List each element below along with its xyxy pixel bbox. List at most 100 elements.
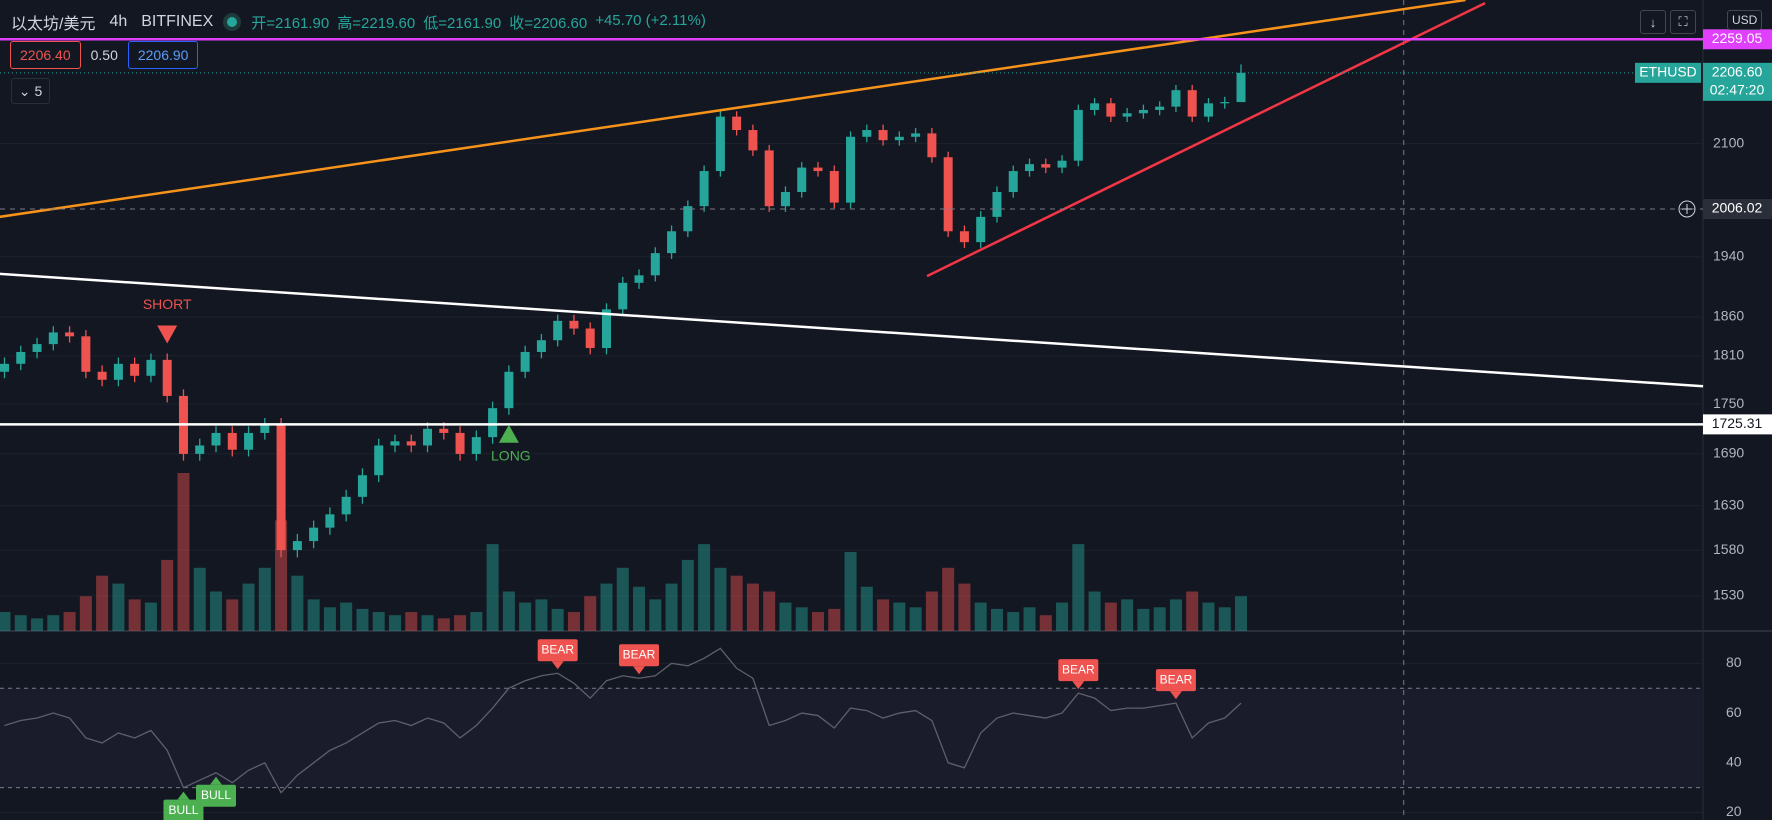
volume-bar xyxy=(323,607,336,631)
signal-label: SHORT xyxy=(143,296,192,312)
candle-body xyxy=(439,428,449,433)
candle-body xyxy=(97,371,107,380)
rsi-label-box xyxy=(196,784,237,807)
candle-body xyxy=(1106,103,1116,117)
candle-body xyxy=(374,445,384,476)
interval[interactable]: 4h xyxy=(109,13,128,30)
candle-body xyxy=(667,231,677,254)
candle-body xyxy=(309,527,319,542)
volume-bar xyxy=(79,596,92,631)
trendline xyxy=(0,0,1466,219)
candle-body xyxy=(992,192,1002,217)
candle-body xyxy=(927,133,937,158)
volume-bar xyxy=(47,615,60,631)
candle-body xyxy=(1090,103,1100,110)
candle-body xyxy=(976,216,986,243)
candle-body xyxy=(146,359,156,376)
y-tick-label: 1810 xyxy=(1713,347,1744,363)
candle-body xyxy=(846,136,856,203)
volume-bar xyxy=(96,575,109,631)
volume-bar xyxy=(779,602,792,631)
rsi-label-tip xyxy=(210,776,223,785)
status-dot xyxy=(227,17,238,27)
volume-bar xyxy=(470,612,483,631)
volume-bar xyxy=(942,567,955,631)
volume-bar xyxy=(551,608,564,631)
download-button[interactable]: ↓ xyxy=(1640,10,1666,34)
volume-bar xyxy=(486,544,499,631)
rsi-label: BEAR xyxy=(541,642,574,656)
candle-body xyxy=(390,441,400,446)
volume-bar xyxy=(795,607,808,631)
volume-bar xyxy=(746,583,759,631)
candle-body xyxy=(959,231,969,243)
volume-bar xyxy=(893,602,906,631)
fullscreen-button[interactable]: ⛶ xyxy=(1670,10,1696,34)
ohlc-high: 高=2219.60 xyxy=(337,14,416,32)
volume-bar xyxy=(1056,602,1069,631)
volume-bar xyxy=(681,559,694,631)
indicator-toggle[interactable]: ⌄ 5 xyxy=(11,78,50,104)
symbol[interactable]: 以太坊/美元 xyxy=(11,16,96,33)
volume-bar xyxy=(616,567,629,631)
candle-body xyxy=(227,432,237,450)
volume-bar xyxy=(421,615,434,631)
volume-bar xyxy=(925,591,938,631)
candle-body xyxy=(911,133,921,137)
symbol-tag-label: ETHUSD xyxy=(1639,64,1697,80)
volume-bar xyxy=(63,612,76,631)
candle-body xyxy=(162,359,172,396)
sell-button[interactable]: 2206.40 xyxy=(10,41,81,69)
candle-body xyxy=(797,167,807,193)
candle-body xyxy=(1025,164,1035,172)
y-tick-label: 1580 xyxy=(1713,541,1744,557)
rsi-label-box xyxy=(1058,659,1099,682)
rsi-label-tip xyxy=(1072,681,1085,690)
ohlc-open: 开=2161.90 xyxy=(251,14,330,32)
ohlc: 开=2161.90 高=2219.60 低=2161.90 收=2206.60 … xyxy=(251,12,706,33)
candle-body xyxy=(1008,171,1018,193)
rsi-label-box xyxy=(1155,669,1196,692)
candle-body xyxy=(829,171,839,203)
volume-bar xyxy=(193,567,206,631)
volume-bar xyxy=(372,612,385,631)
volume-bar xyxy=(1202,602,1215,631)
candle-body xyxy=(244,432,254,450)
candle-body xyxy=(732,116,742,131)
volume-bar xyxy=(1121,599,1134,631)
rsi-label-tip xyxy=(1169,691,1182,700)
candle-body xyxy=(1236,72,1246,103)
volume-bar xyxy=(128,599,141,631)
volume-bar xyxy=(633,586,646,631)
candle-body xyxy=(520,351,530,372)
level-tag xyxy=(1703,29,1772,50)
currency-button[interactable]: USD xyxy=(1727,10,1763,30)
buy-button[interactable]: 2206.90 xyxy=(127,41,199,69)
volume-bar xyxy=(112,583,125,631)
candle-body xyxy=(1171,90,1181,107)
rsi-tick-label: 20 xyxy=(1726,803,1742,819)
rsi-label-tip xyxy=(633,666,646,675)
volume-bar xyxy=(649,599,662,631)
y-tick-label: 1530 xyxy=(1713,587,1744,603)
candle-body xyxy=(894,136,904,141)
candle-body xyxy=(471,437,481,454)
candle-body xyxy=(276,424,286,551)
candle-body xyxy=(650,253,660,276)
candle-body xyxy=(357,475,367,497)
exchange: BITFINEX xyxy=(141,13,214,30)
volume-bar xyxy=(1186,591,1199,631)
volume-bar xyxy=(437,618,450,631)
rsi-label-tip xyxy=(177,791,190,800)
volume-bar xyxy=(177,473,190,631)
volume-bar xyxy=(519,602,532,631)
candle-body xyxy=(715,116,725,172)
candle-body xyxy=(601,309,611,349)
volume-bar xyxy=(860,586,873,631)
rsi-label-tip xyxy=(551,661,564,670)
candle-body xyxy=(862,130,872,137)
trendline xyxy=(0,272,1704,388)
volume-bar xyxy=(242,583,255,631)
level-label: 2006.02 xyxy=(1712,200,1763,216)
volume-bar xyxy=(1039,615,1052,631)
